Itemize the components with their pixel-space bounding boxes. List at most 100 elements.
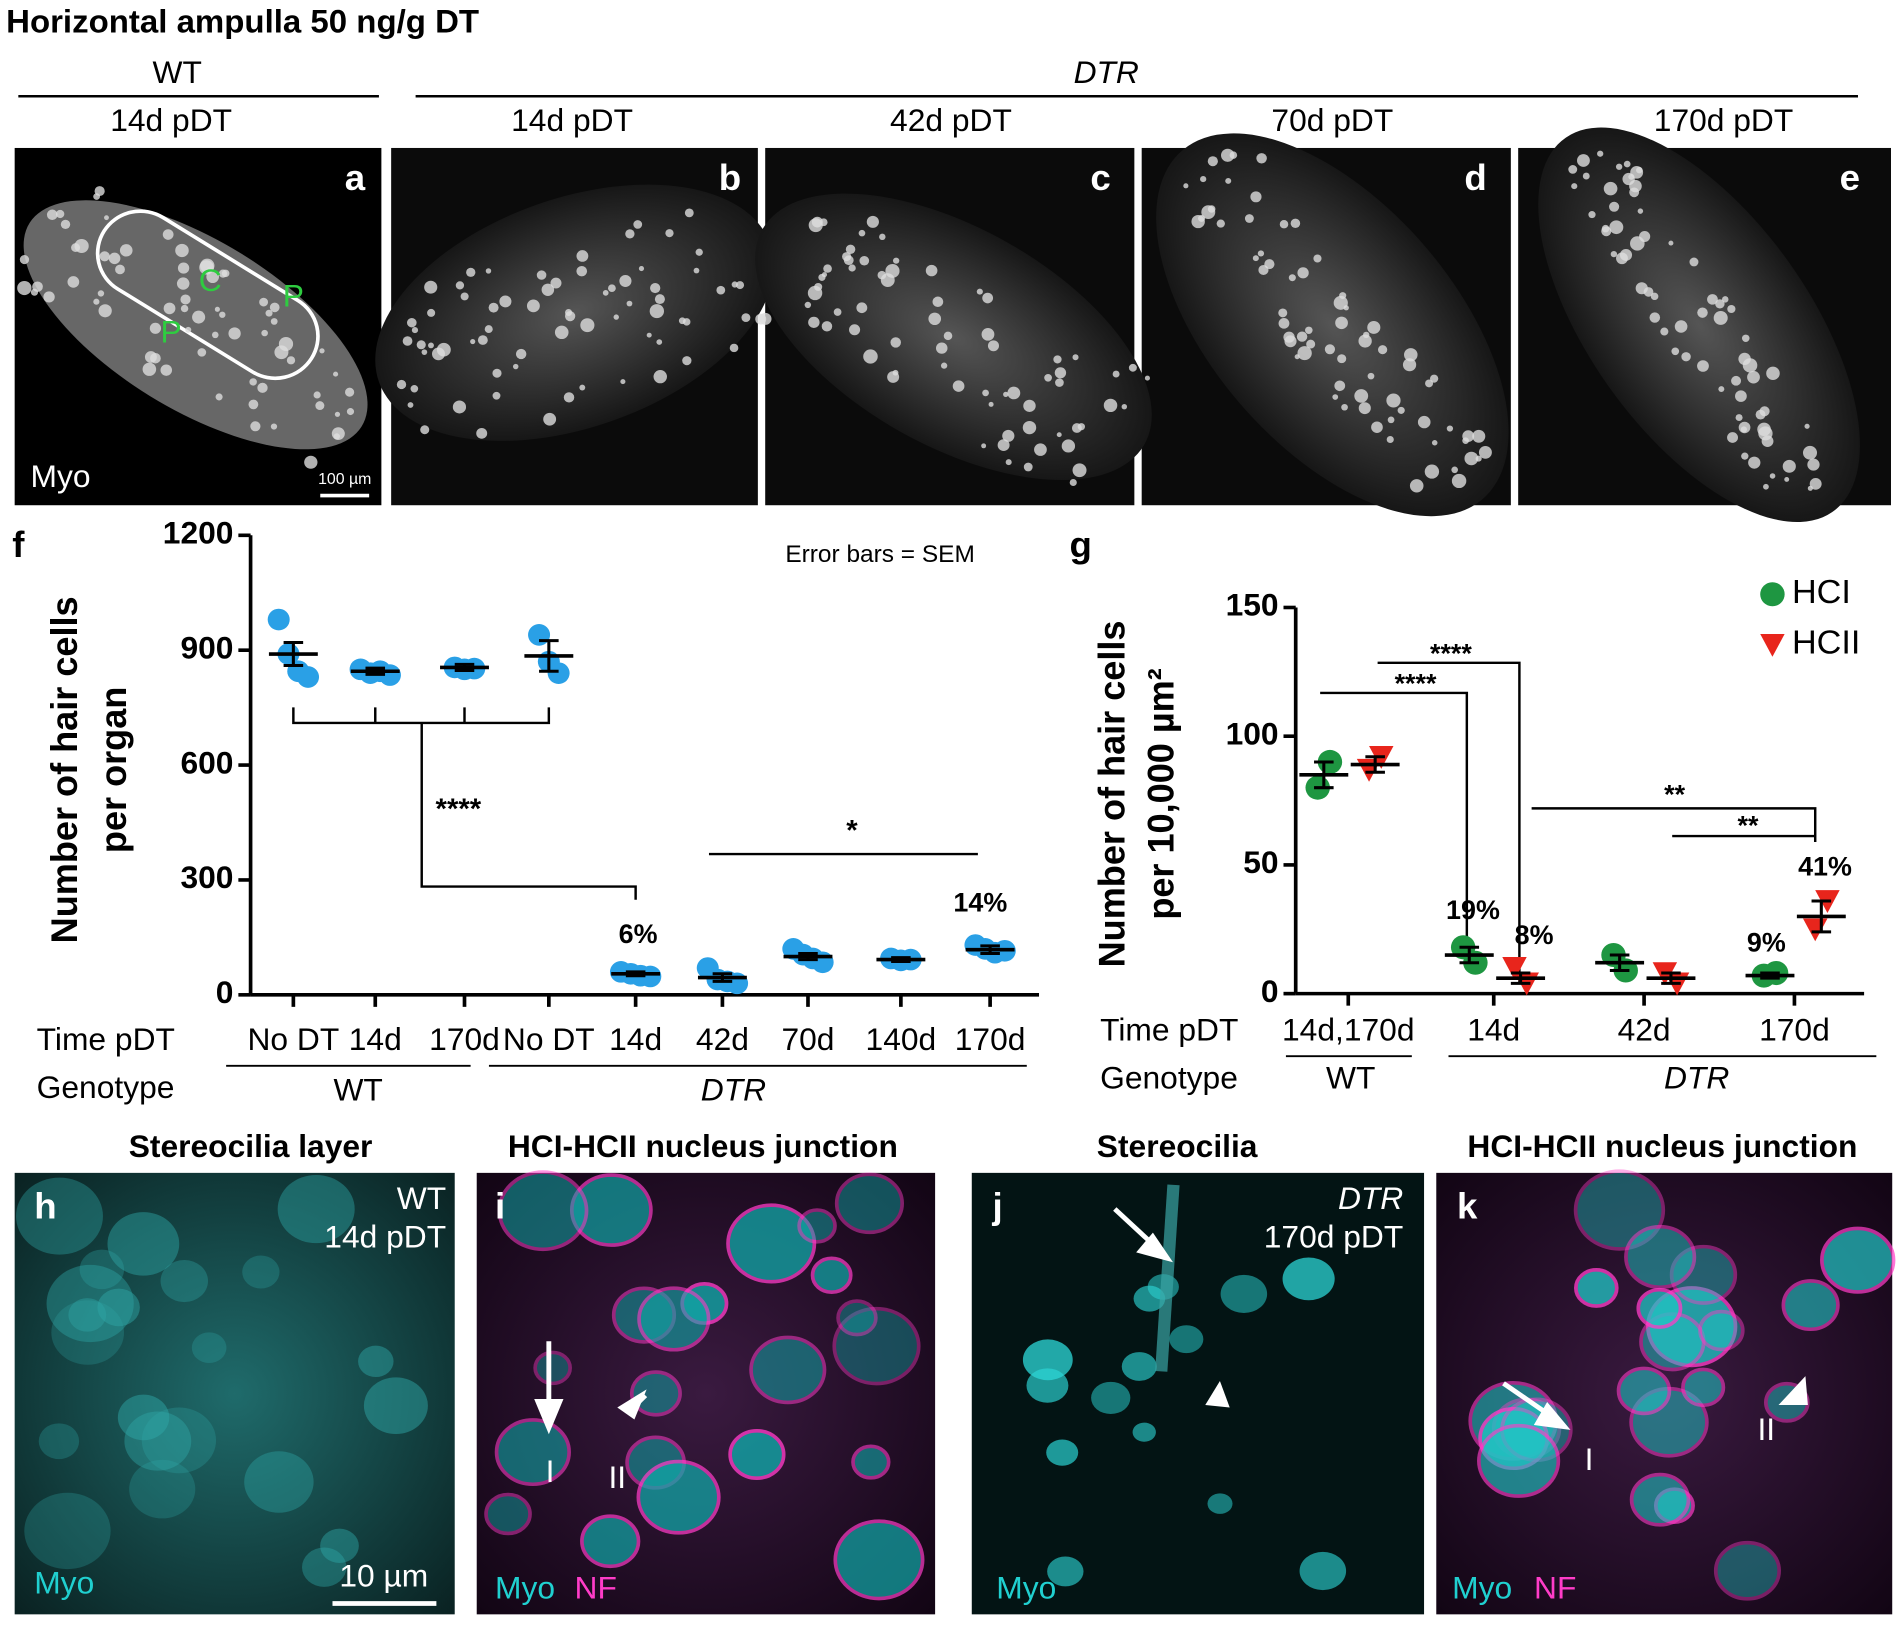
stain-label: Myo — [495, 1570, 555, 1606]
speck — [476, 427, 488, 439]
error-bar — [283, 641, 304, 668]
speck — [1735, 390, 1747, 402]
speck — [1629, 179, 1642, 193]
speck — [162, 229, 174, 240]
speck — [1023, 399, 1036, 412]
speck — [46, 209, 58, 221]
cell — [160, 1260, 209, 1303]
cell — [320, 1528, 359, 1563]
speck — [115, 264, 125, 275]
speck — [808, 218, 823, 233]
speck — [1616, 252, 1628, 265]
speck — [71, 243, 81, 252]
speck — [55, 209, 65, 219]
speck — [563, 392, 575, 403]
speck — [1367, 372, 1375, 380]
speck — [420, 425, 430, 435]
micrograph — [14, 1172, 455, 1615]
annotation: 14% — [953, 888, 1007, 918]
error-bar — [365, 666, 386, 676]
cell — [1220, 1274, 1268, 1313]
speck — [1221, 148, 1235, 162]
cell — [728, 1428, 786, 1481]
panel-letter: a — [345, 157, 366, 198]
speck — [981, 328, 995, 341]
speck — [1802, 445, 1818, 460]
speck — [163, 302, 176, 315]
speck — [333, 433, 340, 440]
speck — [144, 351, 157, 363]
cell — [363, 1377, 428, 1435]
speck — [286, 356, 296, 365]
speck — [613, 314, 619, 320]
speck — [665, 229, 674, 238]
annotation: 9% — [1747, 927, 1786, 957]
figure-title: Horizontal ampulla 50 ng/g DT — [6, 3, 479, 40]
speck — [1740, 426, 1748, 433]
speck — [1650, 292, 1659, 301]
group-label: DTR — [1664, 1060, 1729, 1096]
speck — [1623, 160, 1631, 168]
speck — [1337, 354, 1347, 364]
speck — [607, 284, 616, 293]
speck — [119, 244, 133, 257]
speck — [1069, 479, 1077, 487]
speck — [1431, 440, 1438, 446]
speck — [17, 280, 32, 296]
speck — [1283, 331, 1295, 343]
speck — [1809, 477, 1822, 490]
speck — [620, 379, 626, 385]
cell — [636, 1459, 721, 1535]
speck — [1216, 219, 1225, 228]
speck — [1748, 456, 1761, 469]
scale-label: 100 µm — [318, 471, 371, 488]
speck — [93, 193, 100, 200]
speck — [427, 308, 436, 317]
y-tick-label: 1200 — [163, 515, 234, 551]
speck — [1358, 334, 1372, 348]
cell — [302, 1547, 347, 1587]
speck — [142, 362, 157, 376]
speck — [98, 304, 112, 318]
speck — [149, 322, 162, 334]
speck — [175, 243, 189, 258]
speck — [60, 219, 71, 230]
speck — [1200, 176, 1207, 183]
x-tick-label: No DT — [503, 1021, 595, 1057]
cell-label: II — [608, 1459, 626, 1495]
speck — [515, 348, 527, 360]
timepoint: 70d pDT — [1271, 102, 1393, 138]
speck — [1332, 394, 1339, 400]
speck — [180, 304, 189, 313]
speck — [97, 290, 105, 297]
cell — [97, 1288, 140, 1327]
cell — [749, 1335, 827, 1405]
y-tick-label: 100 — [1226, 716, 1279, 752]
speck — [1343, 305, 1349, 311]
speck — [346, 408, 355, 416]
speck — [731, 281, 738, 288]
speck — [1297, 346, 1312, 361]
point — [1356, 758, 1382, 782]
cell — [1133, 1285, 1166, 1312]
speck — [402, 336, 413, 346]
stain-label: NF — [575, 1570, 617, 1606]
speck — [576, 250, 589, 262]
cell — [1681, 1367, 1726, 1408]
cell — [833, 1519, 925, 1601]
cell-label: II — [1757, 1411, 1775, 1447]
speck — [1144, 375, 1150, 381]
speck — [1278, 318, 1290, 329]
speck — [1588, 211, 1596, 219]
speck — [1386, 435, 1394, 444]
speck — [997, 439, 1010, 451]
group-label: DTR — [701, 1072, 766, 1108]
speck — [808, 316, 820, 328]
timepoint: 14d pDT — [511, 102, 633, 138]
speck — [1429, 374, 1439, 383]
error-bar — [712, 972, 733, 983]
cell — [580, 1514, 641, 1569]
speck — [460, 292, 469, 301]
speck — [638, 265, 645, 272]
annotation: **** — [1395, 669, 1437, 699]
